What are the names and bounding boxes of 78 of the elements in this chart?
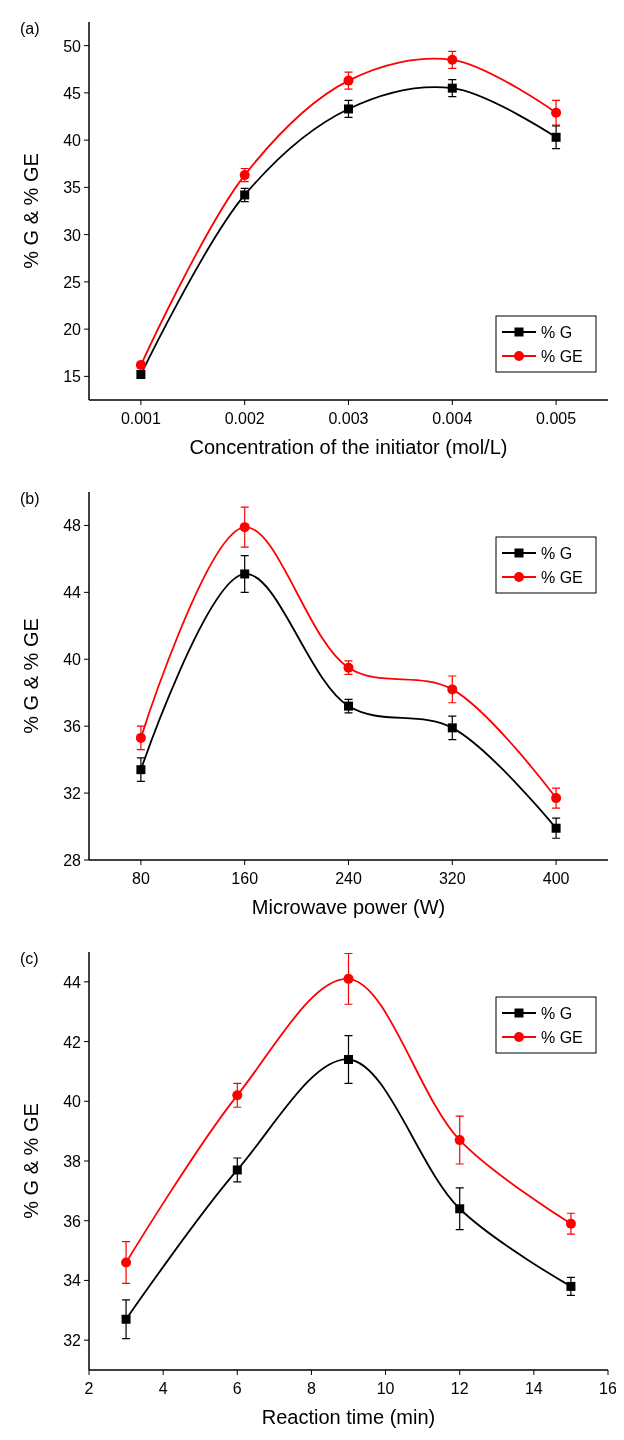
x-tick-label: 4 <box>158 1380 168 1397</box>
chart-title: (b) <box>20 490 40 507</box>
y-tick-label: 45 <box>63 84 82 102</box>
x-tick-label: 12 <box>450 1380 469 1397</box>
x-tick-label: 0.005 <box>536 410 577 427</box>
legend-label: % G <box>541 1005 573 1022</box>
y-tick-label: 48 <box>63 517 82 535</box>
point <box>455 1204 465 1214</box>
x-tick-label: 240 <box>335 870 362 887</box>
y-tick-label: 35 <box>63 179 82 197</box>
y-tick-label: 15 <box>63 368 82 386</box>
y-axis-title: % G & % GE <box>20 1103 42 1219</box>
y-tick-label: 30 <box>63 226 82 244</box>
legend-label: % G <box>541 324 573 341</box>
point <box>343 973 354 984</box>
y-tick-label: 36 <box>63 718 82 736</box>
point <box>121 1314 131 1324</box>
point <box>121 1257 132 1268</box>
point <box>454 1135 465 1146</box>
chart-title: (a) <box>20 20 40 37</box>
point <box>551 793 562 804</box>
x-tick-label: 0.001 <box>120 410 162 427</box>
legend-label: % GE <box>541 1029 583 1046</box>
y-axis-title: % G & % GE <box>20 618 42 734</box>
x-tick-label: 80 <box>132 870 150 887</box>
y-tick-label: 38 <box>63 1153 82 1170</box>
point <box>551 132 561 142</box>
y-tick-label: 32 <box>63 1332 82 1350</box>
point <box>343 75 354 86</box>
point <box>551 107 562 118</box>
x-tick-label: 320 <box>438 870 466 887</box>
chart-title: (c) <box>20 950 39 967</box>
point <box>447 54 458 65</box>
x-tick-label: 16 <box>599 1380 617 1397</box>
point <box>135 732 146 743</box>
legend-label: % G <box>541 545 573 562</box>
point <box>565 1218 576 1229</box>
point <box>232 1165 242 1175</box>
y-tick-label: 25 <box>63 273 82 291</box>
point <box>447 723 457 733</box>
x-tick-label: 0.004 <box>432 410 473 427</box>
x-tick-label: 0.002 <box>224 410 265 427</box>
y-tick-label: 40 <box>63 651 82 669</box>
y-tick-label: 40 <box>63 132 82 150</box>
point <box>232 1090 243 1101</box>
x-tick-label: 160 <box>231 870 259 887</box>
y-tick-label: 40 <box>63 1093 82 1111</box>
y-tick-label: 34 <box>63 1272 82 1290</box>
point <box>566 1281 576 1291</box>
x-tick-label: 8 <box>306 1380 316 1397</box>
x-tick-label: 0.003 <box>328 410 369 427</box>
point <box>447 684 458 695</box>
x-tick-label: 10 <box>376 1380 395 1397</box>
y-tick-label: 42 <box>63 1033 82 1051</box>
point <box>240 569 250 579</box>
x-axis-title: Reaction time (min) <box>261 1406 436 1428</box>
x-axis-title: Concentration of the initiator (mol/L) <box>189 436 508 458</box>
x-tick-label: 400 <box>542 870 570 887</box>
y-tick-label: 50 <box>63 37 82 55</box>
x-axis-title: Microwave power (W) <box>251 896 446 918</box>
y-tick-label: 28 <box>63 852 82 869</box>
point <box>344 1054 353 1064</box>
x-tick-label: 14 <box>524 1380 543 1397</box>
point <box>239 522 250 533</box>
point <box>447 83 457 93</box>
legend-label: % GE <box>541 348 583 365</box>
point <box>551 823 561 833</box>
point <box>136 765 146 775</box>
x-tick-label: 2 <box>84 1380 94 1397</box>
y-tick-label: 36 <box>63 1212 82 1230</box>
y-axis-title: % G & % GE <box>20 153 42 269</box>
y-tick-label: 32 <box>63 785 82 803</box>
y-tick-label: 44 <box>63 973 82 991</box>
y-tick-label: 44 <box>63 584 82 602</box>
legend-label: % GE <box>541 569 583 586</box>
x-tick-label: 6 <box>232 1380 242 1397</box>
y-tick-label: 20 <box>63 321 82 339</box>
point <box>344 104 353 114</box>
